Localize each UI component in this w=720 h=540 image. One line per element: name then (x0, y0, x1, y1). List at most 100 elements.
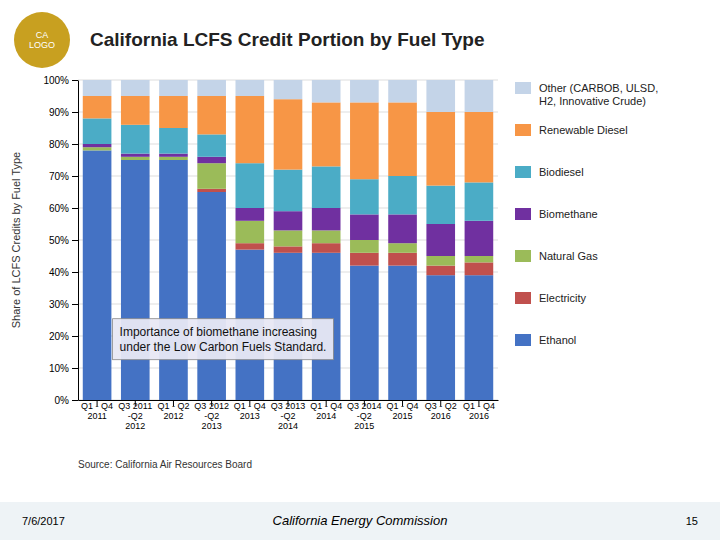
x-tick-label: Q3 - Q22016 (425, 401, 457, 421)
bar-segment (274, 211, 303, 230)
legend-swatch (515, 250, 531, 262)
x-tick-label: Q3 2014-Q22015 (347, 401, 382, 431)
y-tick-mark (72, 80, 78, 81)
plot: 0%10%20%30%40%50%60%70%80%90%100%Q1 - Q4… (43, 75, 498, 431)
series (83, 80, 493, 112)
bar-segment (465, 182, 494, 220)
x-tick: Q3 2011-Q22012 (118, 400, 152, 431)
bar-segment (274, 99, 303, 169)
bar-segment (312, 80, 341, 102)
title: California LCFS Credit Portion by Fuel T… (90, 29, 484, 50)
bar-segment (350, 253, 379, 266)
bar-segment (465, 112, 494, 182)
x-tick-label: Q3 2013-Q22014 (271, 401, 306, 431)
bar-segment (312, 102, 341, 166)
y-tick-mark (72, 208, 78, 209)
y-tick-label: 70% (49, 171, 69, 182)
bar-segment (465, 262, 494, 275)
y-tick-label: 30% (49, 299, 69, 310)
x-axis: Q1 - Q42011Q3 2011-Q22012Q1 - Q22012Q3 2… (79, 400, 499, 431)
bar-segment (236, 243, 265, 249)
y-tick: 70% (49, 171, 78, 182)
y-tick: 40% (49, 267, 78, 278)
bar-segment (159, 157, 188, 160)
y-tick: 90% (49, 107, 78, 118)
y-tick-label: 10% (49, 363, 69, 374)
bar-segment (312, 166, 341, 208)
bar-segment (121, 125, 150, 154)
legend-item: Biodiesel (515, 166, 584, 178)
y-tick: 20% (49, 331, 78, 342)
y-tick: 10% (49, 363, 78, 374)
legend-label: Other (CARBOB, ULSD,H2, Innovative Crude… (539, 82, 658, 107)
bar-segment (388, 102, 417, 176)
bar-segment (83, 150, 112, 400)
legend-label: Renewable Diesel (539, 124, 628, 136)
y-tick-mark (72, 240, 78, 241)
annotation-text: Importance of biomethane increasingunder… (120, 325, 327, 354)
y-tick-mark (72, 368, 78, 369)
legend-swatch (515, 124, 531, 136)
bar-segment (350, 240, 379, 253)
bar-segment (426, 266, 455, 276)
logo: CALOGO (14, 12, 70, 68)
y-tick-label: 60% (49, 203, 69, 214)
x-tick-label: Q3 2011-Q22012 (118, 401, 152, 431)
bar-segment (159, 96, 188, 128)
bar-segment (350, 266, 379, 400)
bar-segment (197, 80, 226, 96)
x-tick-label: Q1 - Q22012 (157, 401, 189, 421)
legend-label: Natural Gas (539, 250, 598, 262)
bar-segment (159, 80, 188, 96)
bar-segment (83, 147, 112, 150)
bar-segment (197, 96, 226, 134)
legend: Other (CARBOB, ULSD,H2, Innovative Crude… (515, 82, 658, 346)
bar-segment (236, 80, 265, 96)
bar-segment (274, 230, 303, 246)
y-tick-mark (72, 304, 78, 305)
annotation: Importance of biomethane increasingunder… (113, 319, 334, 360)
bar-segment (121, 154, 150, 157)
x-tick: Q3 2013-Q22014 (271, 400, 306, 431)
bar-segment (197, 157, 226, 163)
legend-swatch (515, 208, 531, 220)
legend-label: Biodiesel (539, 166, 584, 178)
y-tick-mark (72, 112, 78, 113)
bar-segment (236, 208, 265, 221)
y-tick-label: 100% (43, 75, 69, 86)
legend-item: Electricity (515, 292, 587, 304)
bar-segment (197, 189, 226, 192)
y-tick: 0% (55, 395, 78, 406)
bar-segment (426, 186, 455, 224)
bar-segment (121, 157, 150, 160)
y-axis-line (78, 81, 79, 401)
bar-segment (465, 275, 494, 400)
x-tick: Q3 2012-Q22013 (194, 400, 229, 431)
y-tick-mark (72, 400, 78, 401)
y-tick-mark (72, 144, 78, 145)
bar-segment (388, 253, 417, 266)
legend-item: Natural Gas (515, 250, 598, 262)
bar-segment (197, 192, 226, 400)
x-tick-label: Q1 - Q42015 (387, 401, 419, 421)
x-tick-label: Q1 - Q42013 (234, 401, 266, 421)
bar-segment (426, 275, 455, 400)
legend-label: Ethanol (539, 334, 576, 346)
y-tick-label: 40% (49, 267, 69, 278)
bar-segment (350, 214, 379, 240)
bar-segment (83, 118, 112, 144)
bar-segment (159, 154, 188, 157)
footer-right: 15 (686, 515, 698, 527)
x-tick-label: Q1 - Q42016 (463, 401, 495, 421)
bar-segment (426, 112, 455, 186)
y-tick-label: 20% (49, 331, 69, 342)
x-tick: Q1 - Q22012 (157, 400, 189, 421)
bar-segment (159, 128, 188, 154)
x-tick: Q1 - Q42014 (310, 400, 342, 421)
bar-segment (388, 80, 417, 102)
bar-segment (197, 134, 226, 156)
chart: CALOGO California LCFS Credit Portion by … (0, 0, 720, 540)
bar-segment (236, 163, 265, 208)
bar-segment (121, 96, 150, 125)
bar-segment (465, 80, 494, 112)
